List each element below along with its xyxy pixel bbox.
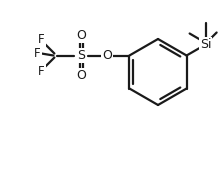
Text: F: F — [34, 47, 41, 60]
Text: O: O — [77, 69, 86, 82]
Text: O: O — [103, 49, 112, 62]
Text: O: O — [77, 29, 86, 42]
Text: F: F — [38, 65, 45, 78]
Text: F: F — [38, 33, 45, 46]
Text: Si: Si — [200, 38, 211, 51]
Text: S: S — [77, 49, 85, 62]
